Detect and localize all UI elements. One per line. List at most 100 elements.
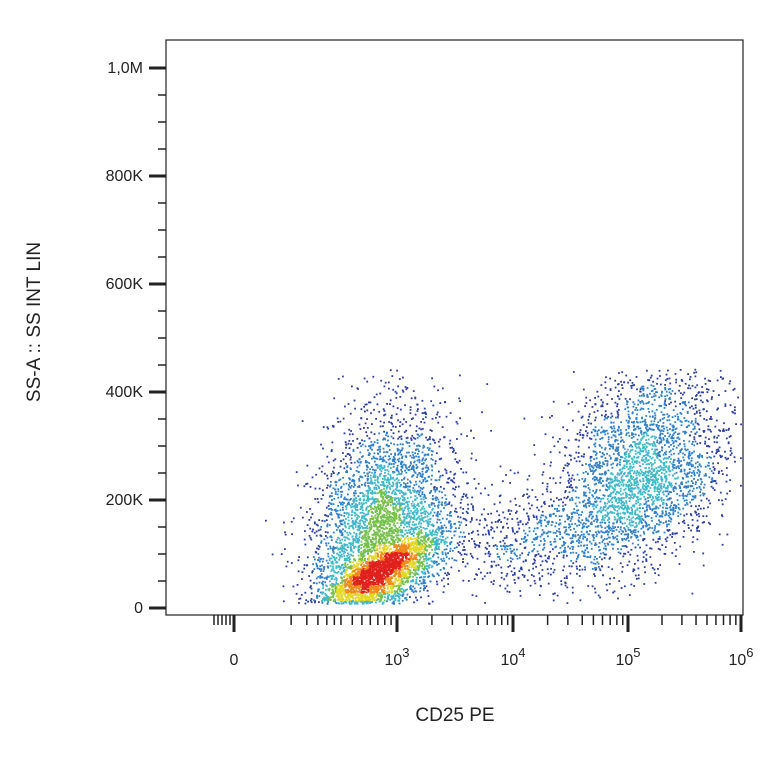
event-dot bbox=[325, 559, 328, 562]
event-dot bbox=[484, 552, 487, 555]
event-dot bbox=[354, 507, 357, 509]
event-dot bbox=[699, 471, 701, 473]
event-dot bbox=[454, 458, 457, 461]
event-dot bbox=[429, 436, 431, 438]
event-dot bbox=[308, 575, 311, 577]
event-dot bbox=[635, 500, 638, 502]
event-dot bbox=[556, 510, 558, 512]
event-dot bbox=[572, 511, 575, 514]
event-dot bbox=[623, 516, 626, 519]
event-dot bbox=[428, 603, 431, 605]
event-dot bbox=[604, 410, 607, 413]
event-dot bbox=[648, 504, 650, 507]
event-dot bbox=[661, 544, 664, 546]
event-dot bbox=[422, 457, 425, 460]
event-dot bbox=[588, 446, 590, 449]
event-dot bbox=[598, 460, 601, 463]
event-dot bbox=[566, 429, 569, 431]
event-dot bbox=[679, 465, 682, 467]
event-dot bbox=[701, 454, 703, 457]
event-dot bbox=[280, 553, 283, 555]
event-dot bbox=[610, 472, 613, 474]
event-dot bbox=[432, 514, 435, 517]
event-dot bbox=[717, 434, 720, 437]
event-dot bbox=[616, 513, 618, 516]
event-dot bbox=[571, 591, 574, 594]
event-dot bbox=[420, 512, 423, 514]
event-dot bbox=[405, 589, 407, 591]
event-dot bbox=[683, 472, 686, 475]
event-dot bbox=[675, 482, 677, 485]
event-dot bbox=[648, 489, 650, 492]
event-dot bbox=[396, 481, 399, 484]
event-dot bbox=[543, 519, 546, 521]
event-dot bbox=[684, 401, 686, 403]
event-dot bbox=[430, 566, 433, 569]
event-dot bbox=[594, 469, 597, 471]
event-dot bbox=[550, 573, 552, 576]
event-dot bbox=[616, 510, 619, 512]
event-dot bbox=[361, 476, 364, 479]
event-dot bbox=[693, 413, 696, 415]
event-dot bbox=[342, 417, 345, 420]
event-dot bbox=[579, 535, 582, 537]
event-dot bbox=[538, 594, 541, 596]
event-dot bbox=[397, 592, 400, 595]
event-dot bbox=[321, 519, 324, 522]
event-dot bbox=[601, 455, 604, 458]
event-dot bbox=[656, 494, 658, 496]
event-dot bbox=[424, 459, 426, 462]
event-dot bbox=[576, 512, 579, 515]
event-dot bbox=[346, 502, 349, 505]
event-dot bbox=[431, 465, 434, 468]
event-dot bbox=[690, 465, 693, 468]
event-dot bbox=[693, 471, 696, 474]
event-dot bbox=[707, 445, 710, 447]
event-dot bbox=[488, 555, 491, 558]
event-dot bbox=[401, 595, 404, 598]
event-dot bbox=[338, 542, 341, 544]
event-dot bbox=[718, 470, 720, 473]
event-dot bbox=[525, 523, 527, 526]
event-dot bbox=[393, 443, 395, 446]
event-dot bbox=[647, 438, 650, 441]
event-dot bbox=[398, 602, 401, 605]
event-dot bbox=[421, 507, 423, 510]
event-dot bbox=[636, 516, 639, 519]
event-dot bbox=[618, 479, 621, 482]
event-dot bbox=[691, 443, 693, 445]
event-dot bbox=[650, 384, 653, 387]
event-dot bbox=[580, 544, 582, 547]
event-dot bbox=[662, 453, 665, 456]
event-dot bbox=[431, 474, 433, 477]
event-dot bbox=[648, 527, 650, 530]
event-dot bbox=[668, 481, 671, 484]
event-dot bbox=[668, 465, 671, 468]
event-dot bbox=[470, 452, 473, 455]
event-dot bbox=[621, 522, 624, 525]
event-dot bbox=[590, 513, 593, 516]
event-dot bbox=[653, 529, 656, 532]
event-dot bbox=[564, 454, 566, 457]
event-dot bbox=[643, 490, 645, 493]
event-dot bbox=[513, 552, 516, 555]
event-dot bbox=[343, 601, 346, 604]
event-dot bbox=[345, 508, 348, 510]
event-dot bbox=[549, 491, 552, 493]
event-dot bbox=[357, 495, 360, 497]
event-dot bbox=[351, 535, 354, 538]
event-dot bbox=[727, 442, 730, 445]
event-dot bbox=[618, 372, 620, 374]
event-dot bbox=[364, 445, 367, 448]
event-dot bbox=[360, 417, 363, 420]
event-dot bbox=[666, 394, 669, 397]
event-dot bbox=[601, 414, 603, 417]
event-dot bbox=[405, 466, 408, 469]
event-dot bbox=[692, 487, 695, 490]
event-dot bbox=[620, 380, 622, 383]
event-dot bbox=[641, 518, 644, 520]
event-dot bbox=[595, 457, 598, 460]
event-dot bbox=[733, 456, 736, 459]
event-dot bbox=[614, 526, 617, 528]
event-dot bbox=[399, 485, 402, 488]
